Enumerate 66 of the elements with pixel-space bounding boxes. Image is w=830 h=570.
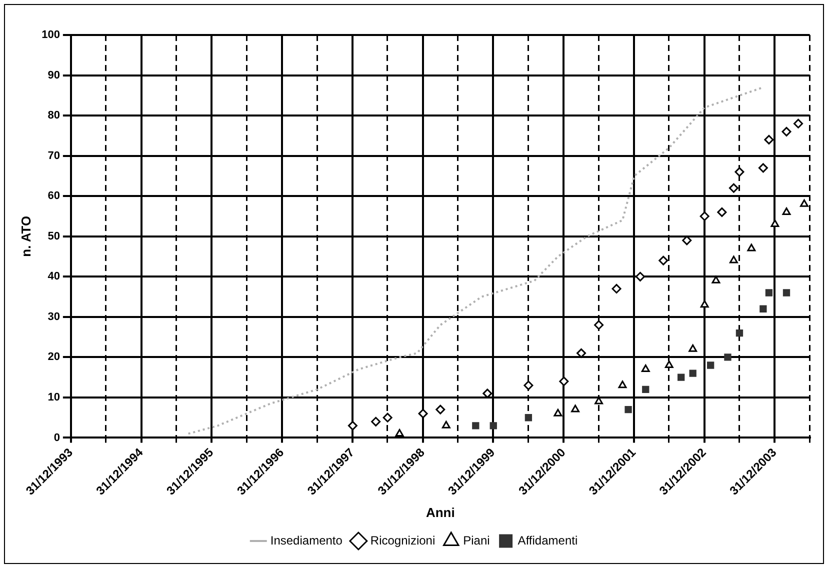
point bbox=[524, 414, 532, 422]
legend-label: Piani bbox=[463, 533, 490, 548]
point bbox=[490, 422, 497, 430]
y-tick-label: 30 bbox=[48, 310, 60, 323]
point bbox=[747, 244, 756, 252]
point bbox=[682, 236, 692, 246]
point bbox=[800, 199, 808, 207]
point bbox=[436, 404, 446, 414]
y-tick-label: 20 bbox=[48, 351, 60, 364]
point bbox=[782, 207, 791, 215]
legend-label: Insediamento bbox=[270, 533, 343, 548]
point bbox=[678, 374, 685, 381]
point bbox=[760, 305, 767, 312]
point bbox=[395, 428, 404, 436]
point bbox=[658, 256, 668, 266]
y-tick-label: 50 bbox=[48, 230, 60, 242]
y-tick-label: 100 bbox=[42, 29, 60, 42]
point bbox=[728, 183, 738, 193]
point bbox=[729, 256, 738, 264]
point bbox=[612, 284, 622, 294]
y-tick-label: 90 bbox=[48, 69, 60, 82]
point bbox=[635, 272, 645, 282]
point bbox=[782, 126, 792, 136]
y-tick-label: 0 bbox=[54, 432, 60, 444]
point bbox=[641, 364, 650, 372]
point bbox=[706, 362, 714, 369]
y-tick-label: 10 bbox=[48, 392, 60, 404]
point bbox=[736, 329, 744, 337]
point bbox=[594, 320, 604, 330]
point bbox=[700, 300, 709, 308]
point bbox=[642, 386, 650, 393]
y-tick-label: 80 bbox=[48, 110, 60, 122]
y-tick-label: 70 bbox=[48, 150, 60, 162]
legend-label: Affidamenti bbox=[518, 533, 578, 548]
point bbox=[348, 420, 358, 430]
point bbox=[689, 370, 696, 377]
point bbox=[371, 416, 381, 426]
point bbox=[442, 420, 450, 428]
point bbox=[734, 167, 744, 177]
y-tick-label: 40 bbox=[48, 270, 60, 283]
point bbox=[418, 408, 428, 418]
point bbox=[688, 344, 698, 352]
point bbox=[382, 412, 392, 422]
point bbox=[794, 118, 804, 128]
point bbox=[624, 406, 632, 414]
point bbox=[576, 348, 586, 358]
point bbox=[765, 289, 773, 296]
point bbox=[554, 408, 562, 416]
point bbox=[717, 207, 727, 217]
point bbox=[724, 354, 732, 361]
point bbox=[618, 380, 627, 388]
x-axis-title: Anni bbox=[426, 504, 455, 520]
point bbox=[559, 376, 569, 386]
point bbox=[758, 163, 768, 173]
point bbox=[472, 422, 480, 430]
point bbox=[524, 380, 534, 390]
point bbox=[782, 289, 790, 296]
y-tick-label: 60 bbox=[48, 190, 60, 202]
point bbox=[571, 404, 580, 412]
point bbox=[700, 211, 710, 221]
point bbox=[764, 134, 774, 144]
point bbox=[770, 220, 780, 228]
point bbox=[664, 360, 674, 368]
point bbox=[712, 276, 720, 284]
legend-label: Ricognizioni bbox=[370, 533, 436, 548]
y-axis-title: n. ATO bbox=[18, 216, 34, 257]
